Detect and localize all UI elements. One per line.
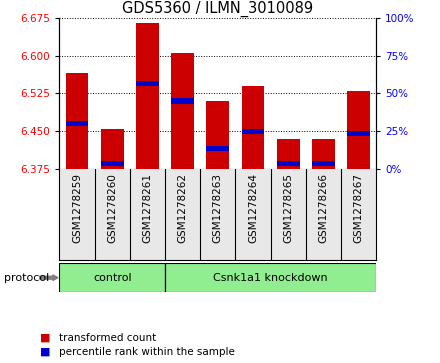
Bar (136, 23, 159, 169)
Text: GSM1278266: GSM1278266 (319, 174, 328, 243)
Text: Csnk1a1 knockdown: Csnk1a1 knockdown (213, 273, 328, 283)
Text: GSM1278264: GSM1278264 (248, 174, 258, 243)
Text: protocol: protocol (4, 273, 50, 283)
Title: GDS5360 / ILMN_3010089: GDS5360 / ILMN_3010089 (122, 1, 313, 17)
Bar (101, 129, 124, 169)
Bar (171, 98, 194, 103)
Text: percentile rank within the sample: percentile rank within the sample (59, 347, 235, 357)
Text: GSM1278259: GSM1278259 (72, 174, 82, 243)
Bar (312, 139, 335, 169)
Text: GSM1278261: GSM1278261 (143, 174, 152, 243)
Bar (206, 146, 229, 151)
Bar (59, 263, 165, 292)
Text: transformed count: transformed count (59, 333, 157, 343)
Bar (101, 161, 124, 166)
Bar (66, 73, 88, 169)
Text: GSM1278267: GSM1278267 (354, 174, 363, 243)
Text: GSM1278260: GSM1278260 (107, 174, 117, 243)
Text: GSM1278263: GSM1278263 (213, 174, 223, 243)
Bar (136, 81, 159, 86)
Bar (347, 91, 370, 169)
Text: GSM1278265: GSM1278265 (283, 174, 293, 243)
Text: GSM1278262: GSM1278262 (178, 174, 187, 243)
Bar (277, 161, 300, 166)
Bar (312, 161, 335, 166)
Bar (277, 139, 300, 169)
Text: ■: ■ (40, 347, 50, 357)
Bar (165, 263, 376, 292)
Bar (242, 86, 264, 169)
Text: control: control (93, 273, 132, 283)
Bar (242, 129, 264, 134)
Bar (66, 121, 88, 126)
Text: ■: ■ (40, 333, 50, 343)
Bar (206, 101, 229, 169)
Bar (171, 53, 194, 169)
Bar (347, 131, 370, 136)
